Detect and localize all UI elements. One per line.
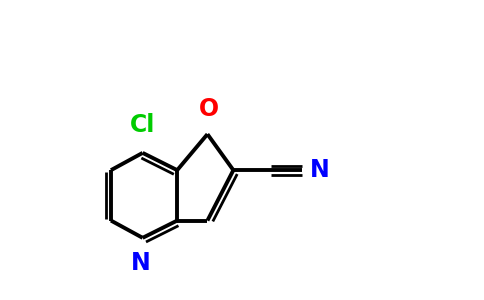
- Text: O: O: [199, 97, 219, 121]
- Text: N: N: [310, 158, 330, 182]
- Text: Cl: Cl: [130, 113, 155, 137]
- Text: N: N: [131, 251, 151, 275]
